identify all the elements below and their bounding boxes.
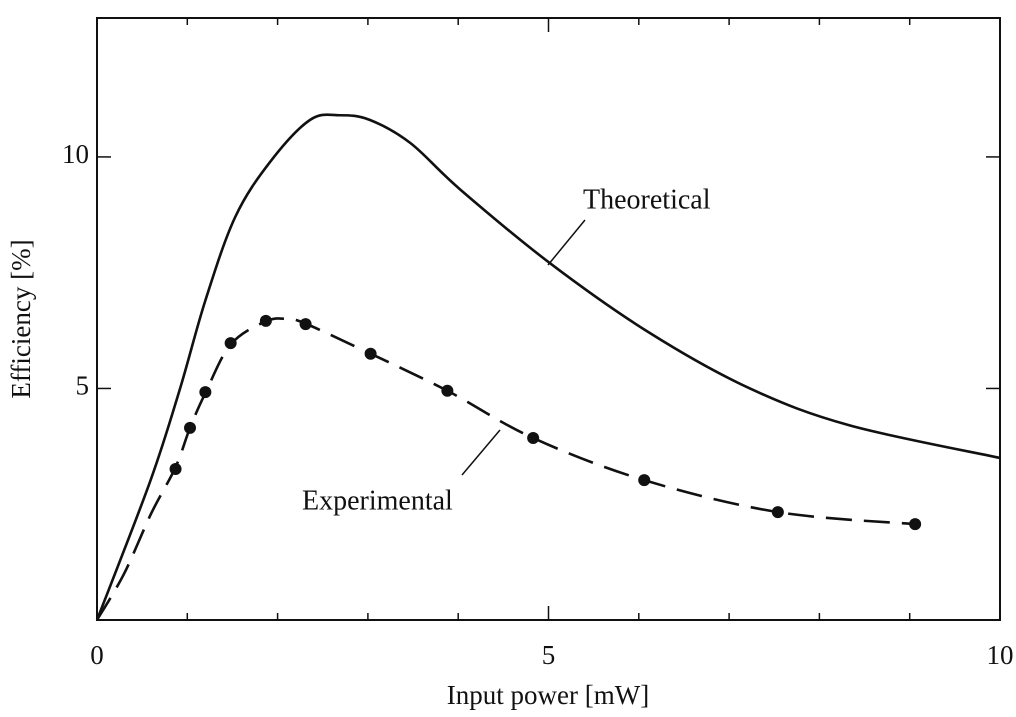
leader-line [547, 219, 586, 266]
x-axis-label: Input power [mW] [447, 680, 649, 710]
data-point [441, 384, 454, 397]
series-line [95, 317, 916, 621]
data-point [638, 474, 651, 487]
leader-line [461, 429, 501, 476]
series-line [95, 113, 1001, 621]
y-tick-label: 10 [62, 139, 89, 169]
data-point [199, 386, 212, 399]
x-tick-label: 0 [90, 640, 104, 670]
annotation: Theoretical [583, 184, 711, 215]
y-axis-label: Efficiency [%] [6, 239, 36, 398]
x-tick-label: 10 [987, 640, 1014, 670]
data-point [184, 421, 197, 434]
data-point [771, 506, 784, 519]
data-point [299, 318, 312, 331]
data-point [527, 432, 540, 445]
data-point [224, 337, 237, 350]
x-tick-label: 5 [542, 640, 556, 670]
y-tick-label: 5 [76, 371, 90, 401]
data-point [364, 347, 377, 360]
data-point [259, 314, 272, 327]
plot-frame [96, 17, 1001, 621]
annotation: Experimental [302, 485, 453, 516]
data-point [169, 463, 182, 476]
data-point [909, 518, 922, 531]
